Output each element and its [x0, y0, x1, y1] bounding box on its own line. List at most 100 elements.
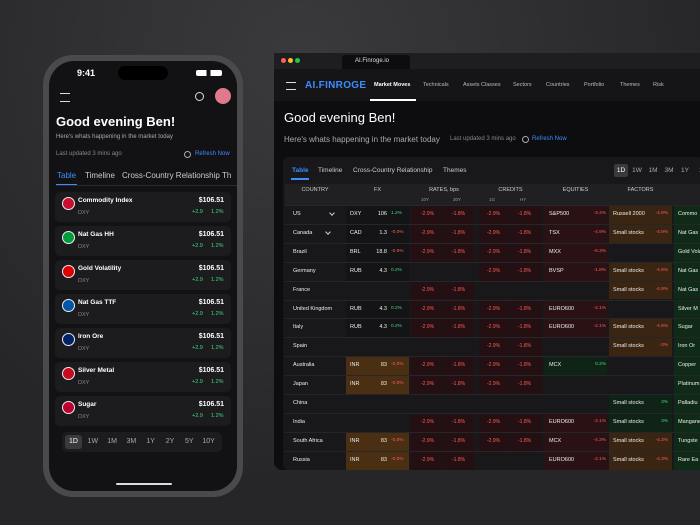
home-indicator	[116, 483, 172, 485]
range-button[interactable]: 2	[694, 164, 700, 177]
asset-card[interactable]	[55, 192, 231, 222]
column-group-header: FACTORS	[627, 187, 654, 193]
credits-value: -2.9%	[487, 324, 501, 331]
range-button[interactable]: 1M	[107, 438, 117, 445]
row-divider	[285, 394, 700, 395]
range-button[interactable]: 1M	[648, 167, 658, 174]
range-button[interactable]: 10Y	[202, 438, 215, 445]
equity-name: BVSP	[549, 267, 564, 274]
asset-card[interactable]	[55, 362, 231, 392]
nav-item[interactable]: Risk	[653, 82, 664, 88]
nav-item[interactable]: Themes	[620, 82, 640, 88]
range-button[interactable]: 1D	[614, 164, 628, 177]
credits-cell	[511, 300, 542, 319]
asset-change: +2.9	[192, 345, 203, 351]
tab-divider	[56, 185, 237, 186]
tab[interactable]: Table	[57, 171, 77, 180]
nav-item[interactable]: Countries	[546, 82, 570, 88]
rates-cell	[411, 243, 442, 262]
factor-change: -4.3%	[655, 437, 668, 443]
search-icon[interactable]	[195, 92, 204, 101]
asset-pct: 1.2%	[211, 345, 224, 351]
asset-card[interactable]	[55, 260, 231, 290]
asset-price: $106.51	[198, 265, 224, 272]
range-button[interactable]: 2Y	[165, 438, 175, 445]
refresh[interactable]: Refresh Now	[195, 151, 230, 157]
nav-item[interactable]: Sectors	[513, 82, 532, 88]
refresh[interactable]: Refresh Now	[532, 136, 567, 142]
asset-card[interactable]	[55, 396, 231, 426]
factor-name: Small stocks	[613, 286, 644, 293]
nav-item[interactable]: Assets Classes	[463, 82, 501, 88]
row-divider	[285, 450, 700, 452]
country: Brazil	[293, 248, 307, 255]
menu-icon[interactable]	[286, 82, 296, 90]
avatar[interactable]	[215, 88, 231, 104]
nav-item[interactable]: Market Moves	[374, 82, 411, 88]
tab[interactable]: Th	[222, 171, 232, 180]
tab[interactable]: Table	[292, 167, 309, 174]
range-button[interactable]: 3M	[664, 167, 674, 174]
equity-cell	[544, 432, 607, 451]
row-divider	[285, 431, 700, 433]
range-button[interactable]: 1W	[87, 438, 99, 445]
rates-value: -2.9%	[421, 381, 435, 388]
credits-cell	[511, 432, 542, 451]
asset-price: $106.51	[198, 197, 224, 204]
credits-value: -2.9%	[487, 248, 501, 255]
flag	[62, 231, 75, 244]
browser-tab-title[interactable]: AI.Finroge.io	[355, 58, 390, 64]
rates-cell	[443, 451, 474, 470]
equity-change: -6.3%	[593, 248, 606, 254]
nav-item[interactable]: Technicals	[423, 82, 449, 88]
flag	[62, 333, 75, 346]
commodity-name: Copper	[678, 362, 697, 369]
credits-cell	[511, 413, 542, 432]
last-updated: Last updated 3 mins ago	[56, 151, 122, 157]
equity-name: MCX	[549, 362, 562, 369]
factor-change: -4.3%	[655, 456, 668, 462]
column-subheader: 30Y	[453, 197, 462, 202]
row-divider	[285, 356, 700, 358]
range-button[interactable]: 1W	[632, 167, 642, 174]
commodity-name: Rare Ea	[678, 456, 699, 463]
tab[interactable]: Themes	[443, 167, 467, 174]
factor-name: Small stocks	[613, 324, 644, 331]
fx-value: 4.3	[379, 305, 387, 312]
fx-value: 4.3	[379, 324, 387, 331]
country: Italy	[293, 324, 304, 331]
fx-change: 0.2%	[391, 305, 402, 311]
credits-value: -1.8%	[518, 418, 532, 425]
tab[interactable]: Cross-Country Relationship	[122, 171, 220, 180]
commodity-cell	[674, 206, 700, 224]
range-button[interactable]: 1Y	[146, 438, 155, 445]
tab[interactable]: Timeline	[85, 171, 115, 180]
range-button[interactable]: 1D	[65, 435, 82, 449]
equity-cell	[544, 319, 607, 338]
window-dot[interactable]	[295, 58, 300, 63]
credits-cell	[479, 262, 510, 281]
fx-currency: RUB	[350, 267, 362, 274]
tab[interactable]: Timeline	[318, 167, 343, 174]
commodity-name: Iron Or	[678, 343, 696, 350]
asset-card[interactable]	[55, 328, 231, 358]
credits-cell	[511, 319, 542, 338]
window-dot[interactable]	[288, 58, 293, 63]
rates-cell	[443, 243, 474, 262]
asset-sub: DXY	[78, 414, 90, 420]
range-button[interactable]: 5Y	[185, 438, 194, 445]
credits-cell	[479, 357, 510, 376]
menu-icon[interactable]	[60, 93, 70, 102]
asset-card[interactable]	[55, 294, 231, 324]
asset-pct: 1.2%	[211, 379, 224, 385]
asset-sub: DXY	[78, 244, 90, 250]
window-dot[interactable]	[281, 58, 286, 63]
range-button[interactable]: 3M	[126, 438, 137, 445]
credits-value: -2.9%	[487, 418, 501, 425]
equity-change: -2.1%	[593, 456, 606, 462]
fx-change: -0.0%	[391, 437, 404, 443]
tab[interactable]: Cross-Country Relationship	[353, 167, 433, 174]
asset-card[interactable]	[55, 226, 231, 256]
range-button[interactable]: 1Y	[681, 167, 689, 174]
nav-item[interactable]: Portfolio	[584, 82, 605, 88]
